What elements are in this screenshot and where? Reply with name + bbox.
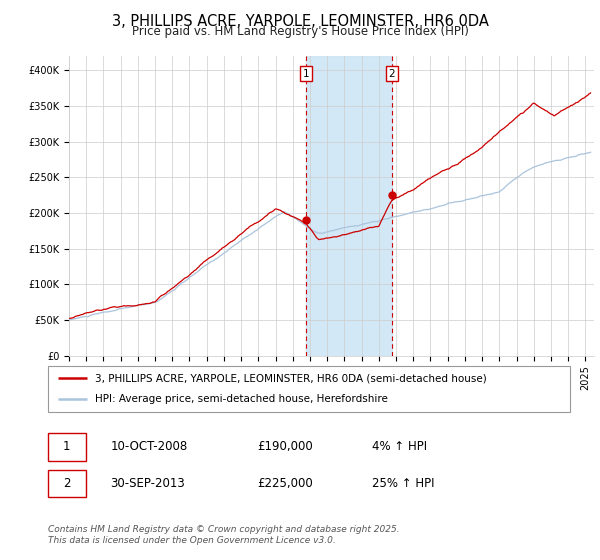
- Text: 3, PHILLIPS ACRE, YARPOLE, LEOMINSTER, HR6 0DA: 3, PHILLIPS ACRE, YARPOLE, LEOMINSTER, H…: [112, 14, 488, 29]
- Text: 3, PHILLIPS ACRE, YARPOLE, LEOMINSTER, HR6 0DA (semi-detached house): 3, PHILLIPS ACRE, YARPOLE, LEOMINSTER, H…: [95, 373, 487, 383]
- Text: £225,000: £225,000: [257, 477, 313, 489]
- Text: HPI: Average price, semi-detached house, Herefordshire: HPI: Average price, semi-detached house,…: [95, 394, 388, 404]
- Text: 2: 2: [63, 477, 71, 489]
- Text: 1: 1: [303, 69, 310, 79]
- Text: 2: 2: [388, 69, 395, 79]
- Text: Price paid vs. HM Land Registry's House Price Index (HPI): Price paid vs. HM Land Registry's House …: [131, 25, 469, 38]
- Text: 25% ↑ HPI: 25% ↑ HPI: [371, 477, 434, 489]
- Text: 30-SEP-2013: 30-SEP-2013: [110, 477, 185, 489]
- Text: £190,000: £190,000: [257, 440, 313, 454]
- Text: Contains HM Land Registry data © Crown copyright and database right 2025.
This d: Contains HM Land Registry data © Crown c…: [48, 525, 400, 545]
- FancyBboxPatch shape: [48, 470, 86, 497]
- FancyBboxPatch shape: [48, 433, 86, 460]
- Bar: [306, 56, 392, 356]
- Text: 10-OCT-2008: 10-OCT-2008: [110, 440, 188, 454]
- Text: 1: 1: [63, 440, 71, 454]
- Text: 4% ↑ HPI: 4% ↑ HPI: [371, 440, 427, 454]
